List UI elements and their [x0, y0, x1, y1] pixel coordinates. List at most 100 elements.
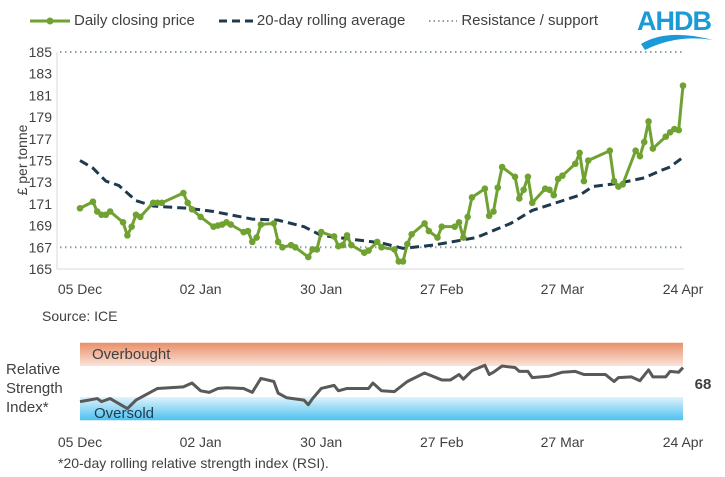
closing-price-point	[675, 126, 682, 134]
closing-price-point	[649, 145, 657, 152]
legend-item-price: Daily closing price	[30, 12, 195, 29]
closing-price-point	[511, 173, 519, 181]
closing-price-point	[468, 194, 476, 201]
closing-price-line	[79, 85, 685, 263]
closing-price-point	[188, 206, 196, 213]
closing-price-point	[330, 233, 338, 240]
closing-price-point	[279, 244, 286, 251]
closing-price-point	[485, 212, 493, 220]
closing-price-point	[391, 246, 398, 253]
closing-price-point	[89, 198, 97, 206]
legend-price-label: Daily closing price	[74, 12, 195, 29]
closing-price-point	[197, 213, 204, 221]
rsi-x-tick-label: 05 Dec	[58, 434, 102, 450]
closing-price-point	[137, 213, 144, 221]
y-tick-label: 177	[29, 131, 53, 147]
closing-price-point	[520, 186, 527, 194]
closing-price-point	[119, 219, 127, 226]
closing-price-point	[438, 223, 446, 230]
closing-price-point	[550, 191, 558, 199]
overbought-band	[80, 342, 683, 366]
closing-price-point	[490, 208, 497, 215]
rsi-axis-label-line: Index*	[6, 399, 49, 416]
closing-price-point	[576, 149, 583, 157]
closing-price-point	[317, 228, 325, 236]
rsi-x-tick-label: 24 Apr	[663, 434, 704, 450]
x-tick-label: 30 Jan	[300, 281, 342, 297]
legend-average-swatch	[218, 19, 253, 22]
closing-price-point	[524, 173, 532, 181]
closing-price-point	[451, 223, 459, 230]
closing-price-point	[248, 238, 256, 246]
closing-price-point	[304, 253, 312, 261]
wave-icon	[641, 34, 713, 50]
closing-price-point	[270, 220, 278, 227]
closing-price-point	[257, 221, 265, 228]
y-tick-label: 173	[29, 174, 53, 190]
closing-price-point	[662, 133, 670, 140]
closing-price-point	[404, 240, 411, 248]
closing-price-point	[399, 258, 407, 265]
rsi-last-value-label: 68	[695, 376, 712, 393]
y-tick-label: 169	[29, 218, 53, 234]
closing-price-point	[455, 219, 463, 226]
closing-price-point	[128, 223, 135, 230]
closing-price-point	[124, 232, 131, 239]
y-tick-label: 179	[29, 109, 53, 125]
closing-price-point	[373, 238, 381, 246]
legend-item-average: 20-day rolling average	[217, 12, 405, 29]
rsi-axis-label-line: Strength	[6, 380, 63, 397]
closing-price-point	[365, 247, 372, 254]
oversold-label: Oversold	[94, 405, 154, 422]
rsi-axis-label-line: Relative	[6, 361, 60, 378]
y-tick-label: 181	[29, 87, 53, 103]
rsi-x-tick-label: 27 Mar	[541, 434, 585, 450]
overbought-label: Overbought	[92, 346, 171, 363]
closing-price-point	[339, 241, 347, 249]
closing-price-point	[343, 232, 351, 239]
legend-average-label: 20-day rolling average	[256, 12, 406, 29]
closing-price-point	[632, 147, 639, 155]
x-tick-label: 02 Jan	[180, 281, 222, 297]
rsi-line	[79, 363, 685, 411]
x-tick-label: 27 Mar	[541, 281, 585, 297]
y-tick-label: 183	[29, 66, 53, 82]
closing-price-point	[348, 241, 355, 249]
closing-price-point	[516, 195, 523, 202]
legend: Daily closing price 20-day rolling avera…	[30, 12, 620, 29]
closing-price-point	[421, 220, 428, 227]
closing-price-point	[408, 230, 415, 238]
y-tick-label: 171	[29, 196, 53, 212]
closing-price-point	[378, 244, 385, 251]
closing-price-point	[106, 208, 114, 215]
closing-price-point	[184, 199, 191, 207]
y-tick-label: 185	[29, 44, 53, 60]
closing-price-point	[498, 163, 506, 171]
rsi-footnote: *20-day rolling relative strength index …	[58, 455, 329, 471]
closing-price-point	[580, 177, 588, 185]
x-tick-label: 05 Dec	[58, 281, 102, 297]
closing-price-point	[460, 234, 467, 241]
closing-price-point	[180, 189, 187, 197]
closing-price-point	[679, 82, 687, 89]
rolling-average-line	[79, 156, 684, 250]
rsi-x-tick-label: 27 Feb	[420, 434, 464, 450]
ahdb-logo: AHDB	[637, 6, 717, 50]
closing-price-point	[559, 172, 566, 179]
closing-price-point	[481, 185, 489, 193]
closing-price-point	[158, 199, 166, 207]
closing-price-point	[546, 186, 553, 194]
closing-price-point	[425, 227, 433, 235]
rsi-x-tick-label: 30 Jan	[300, 434, 342, 450]
closing-price-point	[619, 181, 626, 188]
closing-price-point	[645, 118, 652, 125]
y-tick-label: 167	[29, 239, 53, 255]
source-note: Source: ICE	[42, 308, 117, 324]
closing-price-point	[76, 204, 84, 212]
closing-price-point	[313, 246, 321, 253]
y-tick-label: 165	[29, 261, 53, 277]
x-tick-label: 27 Feb	[420, 281, 464, 297]
legend-price-swatch	[30, 17, 70, 24]
legend-guide-swatch	[429, 19, 458, 22]
